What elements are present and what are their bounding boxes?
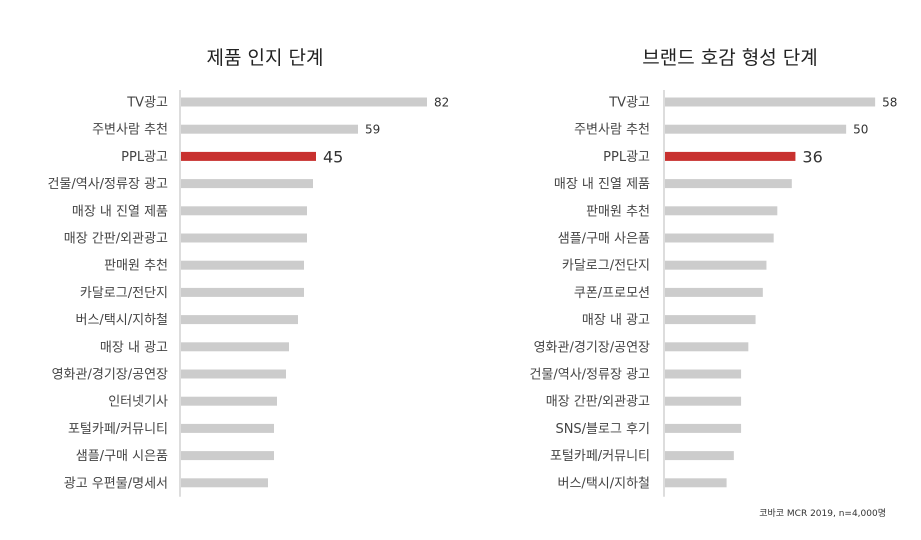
data-label: 36 <box>802 147 822 166</box>
category-label: 주변사람 추천 <box>574 123 650 138</box>
bar <box>181 451 274 461</box>
category-label: 판매원 추천 <box>104 259 168 274</box>
category-label: 포털카페/커뮤니티 <box>68 422 168 437</box>
bar <box>181 97 427 107</box>
bar <box>665 451 734 461</box>
bar <box>181 287 304 297</box>
bar <box>181 423 274 433</box>
category-label: 카달로그/전단지 <box>80 286 168 301</box>
category-label: TV광고 <box>608 96 650 111</box>
category-label: 판매원 추천 <box>586 204 650 219</box>
bar <box>665 179 792 189</box>
bar <box>665 97 876 107</box>
category-label: 포털카페/커뮤니티 <box>550 449 650 464</box>
bar <box>181 369 286 379</box>
category-label: 카달로그/전단지 <box>562 259 650 274</box>
category-label: 광고 우편물/명세서 <box>64 476 168 491</box>
category-label: PPL광고 <box>121 150 168 165</box>
data-label: 50 <box>853 123 868 137</box>
bar <box>181 315 298 325</box>
category-label: 매장 내 광고 <box>582 313 650 328</box>
category-label: 매장 내 광고 <box>100 340 168 355</box>
category-label: 버스/택시/지하철 <box>76 313 168 328</box>
bar <box>665 369 742 379</box>
category-label: 영화관/경기장/공연장 <box>52 368 168 383</box>
category-label: 버스/택시/지하철 <box>558 476 650 491</box>
category-label: 샘플/구매 시은품 <box>76 449 168 464</box>
bar <box>665 478 727 488</box>
data-label: 59 <box>365 123 380 137</box>
bar <box>665 315 756 325</box>
bar <box>665 423 742 433</box>
chart-title-brand-favorability: 브랜드 호감 형성 단계 <box>642 47 817 69</box>
category-label: 매장 간판/외관광고 <box>64 232 168 247</box>
category-label: 건물/역사/정류장 광고 <box>529 368 650 383</box>
category-label: 샘플/구매 사은품 <box>558 232 650 247</box>
category-label: 인터넷기사 <box>108 395 168 410</box>
bar <box>665 124 847 134</box>
category-label: 건물/역사/정류장 광고 <box>47 177 168 192</box>
bar-highlight <box>181 151 316 161</box>
chart-title-product-awareness: 제품 인지 단계 <box>207 47 324 69</box>
category-label: 쿠폰/프로모션 <box>574 286 650 301</box>
data-label: 58 <box>882 96 897 110</box>
bar <box>181 206 307 216</box>
bar <box>665 287 763 297</box>
bar <box>181 478 268 488</box>
bar <box>181 396 277 406</box>
bar <box>665 396 742 406</box>
bar <box>181 260 304 270</box>
bar <box>181 179 313 189</box>
bar <box>665 342 749 352</box>
bar <box>665 260 767 270</box>
category-label: PPL광고 <box>603 150 650 165</box>
category-label: 매장 간판/외관광고 <box>546 395 650 410</box>
source-note: 코바코 MCR 2019, n=4,000명 <box>759 508 886 519</box>
category-label: 주변사람 추천 <box>92 123 168 138</box>
bar-highlight <box>665 151 796 161</box>
category-label: 매장 내 진열 제품 <box>554 177 650 192</box>
category-label: TV광고 <box>126 96 168 111</box>
bar <box>665 206 778 216</box>
data-label: 82 <box>434 96 449 110</box>
bar <box>181 124 358 134</box>
category-label: SNS/블로그 후기 <box>555 422 650 437</box>
category-label: 영화관/경기장/공연장 <box>534 340 650 355</box>
category-label: 매장 내 진열 제품 <box>72 204 168 219</box>
bar <box>181 233 307 243</box>
data-label: 45 <box>323 147 343 166</box>
bar <box>665 233 774 243</box>
bar <box>181 342 289 352</box>
